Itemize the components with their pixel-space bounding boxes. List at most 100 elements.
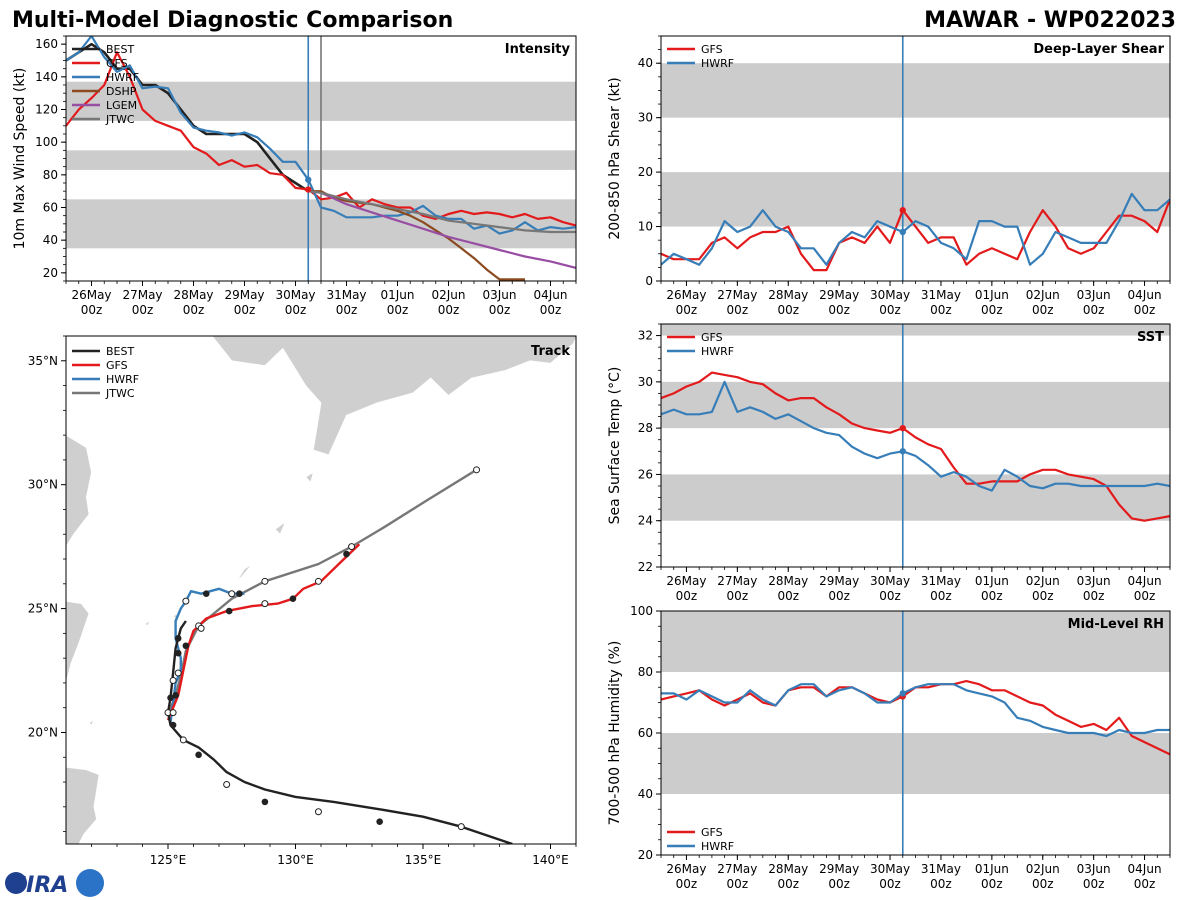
x-tick-label-hour: 00z bbox=[777, 877, 799, 891]
x-tick-label-date: 31May bbox=[326, 288, 366, 302]
land-mass bbox=[274, 520, 287, 535]
panel-intensity: 2040608010012014016026May00z27May00z28Ma… bbox=[12, 35, 577, 317]
y-tick-label: 20°N bbox=[28, 725, 58, 739]
land-mass bbox=[88, 719, 95, 726]
x-tick-label-hour: 00z bbox=[930, 877, 952, 891]
series-line-hwrf bbox=[661, 683, 1170, 738]
panel-rh: 2040608010026May00z27May00z28May00z29May… bbox=[607, 604, 1171, 891]
shade-band bbox=[661, 474, 1170, 521]
x-tick-label-date: 27May bbox=[717, 288, 757, 302]
shade-band bbox=[661, 611, 1170, 672]
x-tick-label-date: 04Jun bbox=[1128, 862, 1162, 876]
init-marker-hwrf bbox=[899, 690, 906, 697]
cira-logo: CIRA bbox=[5, 869, 104, 898]
y-tick-label: 32 bbox=[638, 329, 653, 343]
x-tick-label: 140°E bbox=[532, 853, 569, 867]
track-marker-open bbox=[314, 808, 322, 816]
x-tick-label-date: 03Jun bbox=[1077, 862, 1111, 876]
panel-title: Intensity bbox=[505, 42, 571, 57]
y-tick-label: 140 bbox=[35, 70, 58, 84]
x-tick-label-date: 02Jun bbox=[1026, 288, 1060, 302]
x-tick-label-date: 28May bbox=[768, 574, 808, 588]
y-axis-label: 200-850 hPa Shear (kt) bbox=[607, 77, 623, 239]
storm-id: MAWAR - WP022023 bbox=[924, 8, 1176, 33]
x-tick-label-date: 30May bbox=[870, 862, 910, 876]
track-marker-filled bbox=[261, 798, 269, 806]
legend-label-gfs: GFS bbox=[701, 331, 723, 344]
legend-label-best: BEST bbox=[106, 43, 134, 56]
x-tick-label-date: 28May bbox=[173, 288, 213, 302]
y-axis-label: 700-500 hPa Humidity (%) bbox=[607, 641, 623, 826]
track-marker-open bbox=[179, 736, 187, 744]
land-mass bbox=[66, 434, 92, 548]
x-tick-label-hour: 00z bbox=[777, 303, 799, 317]
x-tick-label-date: 30May bbox=[275, 288, 315, 302]
x-tick-label-hour: 00z bbox=[828, 303, 850, 317]
track-marker-filled bbox=[182, 642, 190, 650]
x-tick-label-hour: 00z bbox=[1134, 589, 1156, 603]
track-marker-open bbox=[169, 709, 177, 717]
legend-label-hwrf: HWRF bbox=[701, 57, 734, 70]
x-tick-label-hour: 00z bbox=[676, 303, 698, 317]
track-marker-filled bbox=[376, 818, 383, 825]
init-marker-gfs bbox=[899, 207, 906, 214]
track-marker-open bbox=[197, 624, 205, 632]
shade-band bbox=[661, 63, 1170, 118]
track-marker-open bbox=[223, 781, 231, 789]
init-marker-gfs bbox=[899, 424, 906, 432]
x-tick-label-date: 03Jun bbox=[1077, 574, 1111, 588]
y-tick-label: 26 bbox=[638, 467, 653, 481]
legend-label-hwrf: HWRF bbox=[701, 345, 734, 358]
init-marker-hwrf bbox=[899, 448, 906, 455]
logo-globe-icon bbox=[5, 872, 27, 894]
series-group bbox=[661, 679, 1170, 756]
land-mass bbox=[66, 766, 100, 844]
x-tick-label-hour: 00z bbox=[489, 303, 511, 317]
land-mass bbox=[66, 600, 90, 683]
series-line-gfs bbox=[66, 51, 576, 227]
logo-text: CIRA bbox=[10, 873, 68, 898]
x-tick-label-hour: 00z bbox=[879, 303, 901, 317]
panel-sst: 22242628303226May00z27May00z28May00z29Ma… bbox=[607, 323, 1171, 603]
y-tick-label: 100 bbox=[35, 135, 58, 149]
track-marker-filled bbox=[195, 751, 202, 759]
x-tick-label-date: 26May bbox=[666, 288, 706, 302]
shade-band bbox=[661, 172, 1170, 227]
x-tick-label-hour: 00z bbox=[727, 589, 749, 603]
legend-label-hwrf: HWRF bbox=[106, 373, 139, 386]
series-line-best bbox=[66, 42, 310, 193]
x-tick-label-hour: 00z bbox=[438, 303, 460, 317]
x-tick-label-hour: 00z bbox=[1032, 589, 1054, 603]
x-tick-label-date: 02Jun bbox=[431, 288, 465, 302]
x-tick-label-hour: 00z bbox=[981, 303, 1003, 317]
x-tick-label-date: 01Jun bbox=[380, 288, 414, 302]
track-marker-filled bbox=[343, 550, 350, 558]
y-axis-label: 10m Max Wind Speed (kt) bbox=[12, 68, 28, 250]
x-tick-label-hour: 00z bbox=[981, 589, 1003, 603]
track-marker-open bbox=[473, 466, 481, 474]
x-tick-label-date: 04Jun bbox=[1128, 288, 1162, 302]
x-tick-label-date: 02Jun bbox=[1026, 862, 1060, 876]
x-tick-label-date: 26May bbox=[666, 862, 706, 876]
x-tick-label-hour: 00z bbox=[727, 303, 749, 317]
x-tick-label-hour: 00z bbox=[879, 589, 901, 603]
x-tick-label-hour: 00z bbox=[1032, 303, 1054, 317]
x-tick-label-hour: 00z bbox=[1032, 877, 1054, 891]
x-tick-label-date: 28May bbox=[768, 862, 808, 876]
series-line-gfs bbox=[661, 371, 1170, 522]
legend-label-gfs: GFS bbox=[701, 43, 723, 56]
shade-band bbox=[661, 381, 1170, 429]
x-tick-label-hour: 00z bbox=[1134, 877, 1156, 891]
y-tick-label: 35°N bbox=[28, 354, 58, 368]
x-tick-label-date: 31May bbox=[921, 574, 961, 588]
y-axis-label: Sea Surface Temp (°C) bbox=[607, 367, 623, 525]
shade-band bbox=[661, 733, 1170, 794]
x-tick-label-date: 04Jun bbox=[533, 288, 567, 302]
x-tick-label-date: 26May bbox=[71, 288, 111, 302]
x-tick-label-date: 03Jun bbox=[482, 288, 516, 302]
track-marker-filled bbox=[169, 721, 177, 729]
y-tick-label: 30°N bbox=[28, 478, 58, 492]
x-tick-label-hour: 00z bbox=[1134, 303, 1156, 317]
track-marker-filled bbox=[172, 692, 179, 699]
series-line-hwrf bbox=[66, 36, 576, 235]
